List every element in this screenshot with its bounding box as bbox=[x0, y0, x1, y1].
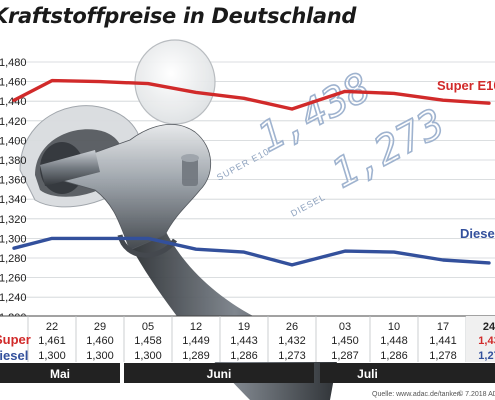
date-label: 17 bbox=[437, 321, 449, 333]
month-bar bbox=[0, 363, 120, 383]
diesel-value-label: 1,278 bbox=[429, 350, 457, 362]
date-label: 03 bbox=[339, 321, 351, 333]
super-value-label: 1,461 bbox=[38, 335, 66, 347]
date-label: 22 bbox=[46, 321, 58, 333]
y-tick-label: 1,240 bbox=[0, 292, 27, 304]
diesel-value-label: 1,300 bbox=[86, 350, 114, 362]
y-tick-label: 1,400 bbox=[0, 135, 27, 147]
date-label: 19 bbox=[238, 321, 250, 333]
month-bar bbox=[124, 363, 314, 383]
price-table: SuperDiesel 22 1,461 1,300 29 1,460 1,300 05 1,4… bbox=[0, 315, 495, 398]
y-tick-label: 1,440 bbox=[0, 96, 27, 108]
series-lines: Super E10 Diesel bbox=[12, 78, 495, 267]
y-tick-label: 1,360 bbox=[0, 175, 27, 187]
date-label: 10 bbox=[388, 321, 400, 333]
table-background bbox=[0, 316, 495, 362]
diesel-value-label: 1,286 bbox=[230, 350, 258, 362]
super-value-label: 1,450 bbox=[331, 335, 359, 347]
diesel-value-label: 1,287 bbox=[331, 350, 359, 362]
pump-display-label: DIESEL bbox=[289, 192, 327, 219]
super-value-label: 1,443 bbox=[230, 335, 258, 347]
y-tick-label: 1,460 bbox=[0, 77, 27, 89]
credit-note: © 7.2018 ADAC bbox=[458, 390, 495, 398]
series-label-diesel: Diesel bbox=[460, 226, 495, 241]
super-value-label: 1,432 bbox=[278, 335, 306, 347]
month-bar bbox=[320, 363, 495, 383]
y-tick-label: 1,480 bbox=[0, 57, 27, 69]
diesel-value-label: 1,286 bbox=[380, 350, 408, 362]
super-value-label: 1,448 bbox=[380, 335, 408, 347]
y-tick-label: 1,420 bbox=[0, 116, 27, 128]
super-value-label: 1,449 bbox=[182, 335, 210, 347]
date-label: 29 bbox=[94, 321, 106, 333]
row-label-super: Super bbox=[0, 332, 31, 347]
super-value-label: 1,441 bbox=[429, 335, 457, 347]
pump-display-label: SUPER E10 bbox=[215, 146, 271, 182]
date-label: 05 bbox=[142, 321, 154, 333]
y-tick-label: 1,280 bbox=[0, 253, 27, 265]
month-label: Juli bbox=[357, 367, 378, 381]
series-line bbox=[12, 78, 491, 111]
month-label: Mai bbox=[50, 367, 70, 381]
y-tick-label: 1,260 bbox=[0, 273, 27, 285]
series-label-super: Super E10 bbox=[437, 78, 495, 93]
date-label: 24 bbox=[483, 321, 495, 333]
diesel-value-label: 1,300 bbox=[134, 350, 162, 362]
chart-title: Kraftstoffpreise in Deutschland bbox=[0, 4, 357, 28]
diesel-value-label: 1,27 bbox=[478, 350, 495, 362]
diesel-value-label: 1,289 bbox=[182, 350, 210, 362]
diesel-value-label: 1,300 bbox=[38, 350, 66, 362]
y-tick-label: 1,320 bbox=[0, 214, 27, 226]
y-tick-label: 1,340 bbox=[0, 194, 27, 206]
diesel-value-label: 1,273 bbox=[278, 350, 306, 362]
super-value-label: 1,460 bbox=[86, 335, 114, 347]
series-line bbox=[12, 236, 491, 267]
date-label: 12 bbox=[190, 321, 202, 333]
source-note: Quelle: www.adac.de/tanken bbox=[372, 391, 461, 398]
y-tick-label: 1,380 bbox=[0, 155, 27, 167]
date-label: 26 bbox=[286, 321, 298, 333]
last-column-highlight bbox=[466, 316, 495, 362]
y-axis-ticks: 1,480 1,460 1,440 1,420 1,400 1,380 1,360 1,340… bbox=[0, 57, 27, 324]
super-value-label: 1,43 bbox=[478, 335, 495, 347]
y-tick-label: 1,300 bbox=[0, 233, 27, 245]
super-value-label: 1,458 bbox=[134, 335, 162, 347]
row-label-diesel: Diesel bbox=[0, 348, 28, 363]
month-label: Juni bbox=[207, 367, 232, 381]
